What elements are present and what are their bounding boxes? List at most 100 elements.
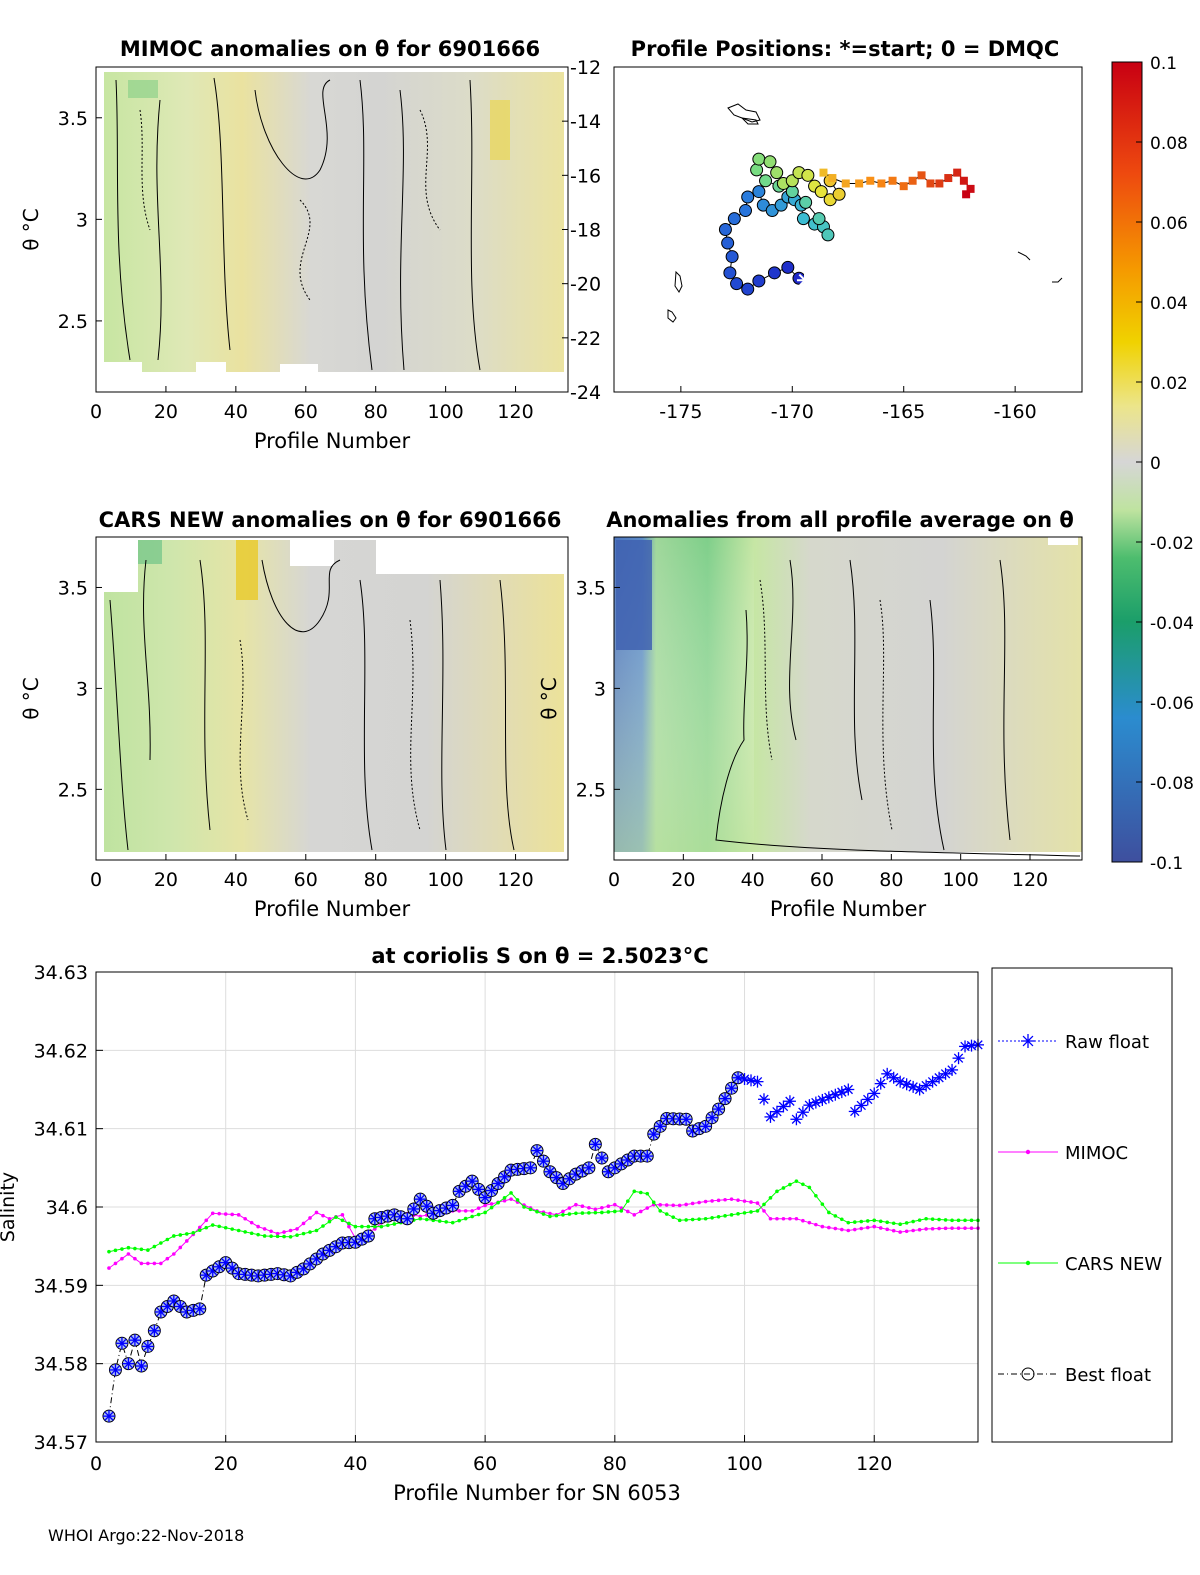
panel-profile-positions: Profile Positions: *=start; 0 = DMQC bbox=[613, 37, 1083, 393]
raw-float-marker bbox=[720, 1093, 730, 1104]
profile-marker bbox=[953, 168, 962, 177]
series-point bbox=[865, 1219, 870, 1223]
series-point bbox=[587, 1211, 591, 1215]
x-axis-label: Profile Number bbox=[770, 897, 927, 921]
series-point bbox=[703, 1199, 708, 1204]
island-outline bbox=[1052, 277, 1063, 283]
series-point bbox=[165, 1237, 170, 1242]
raw-float-marker bbox=[707, 1112, 717, 1123]
contour-solid bbox=[499, 579, 515, 851]
series-point bbox=[340, 1218, 345, 1223]
legend-label: Raw float bbox=[1065, 1032, 1149, 1053]
series-point bbox=[697, 1217, 701, 1221]
series-point bbox=[677, 1203, 682, 1208]
series-point bbox=[723, 1214, 727, 1218]
raw-float-marker bbox=[681, 1114, 691, 1124]
contour-lines bbox=[115, 77, 481, 371]
series-point bbox=[651, 1200, 656, 1205]
series-point bbox=[528, 1207, 533, 1212]
contour-solid bbox=[439, 579, 447, 851]
x-tick-label: 0 bbox=[90, 401, 102, 423]
y-tick-label: 34.63 bbox=[34, 962, 88, 984]
series-point bbox=[256, 1224, 260, 1229]
axes-labels: 0 20 40 60 80 100 120 3.5 3 2.5 Profile Number θ °C… bbox=[19, 57, 1048, 921]
series-point bbox=[139, 1247, 144, 1252]
series-point bbox=[736, 1212, 740, 1216]
series-point bbox=[613, 1202, 617, 1207]
axes-box bbox=[613, 66, 1083, 393]
contour-solid bbox=[143, 559, 151, 761]
x-tick-label: 100 bbox=[427, 869, 463, 891]
x-axis-label: Profile Number bbox=[254, 429, 411, 453]
x-tick-label: -175 bbox=[659, 401, 702, 423]
heatmap-white-gap bbox=[104, 362, 142, 392]
series-point bbox=[911, 1228, 915, 1233]
series-point bbox=[230, 1227, 234, 1231]
y-tick-label: 3.5 bbox=[58, 577, 88, 599]
series-point bbox=[314, 1210, 319, 1215]
series-point bbox=[197, 1228, 202, 1233]
series-point bbox=[729, 1197, 734, 1201]
series-point bbox=[126, 1252, 131, 1256]
series-point bbox=[632, 1189, 637, 1194]
series-point bbox=[476, 1206, 481, 1210]
profile-marker-dmqc bbox=[799, 195, 813, 209]
series-point bbox=[593, 1210, 598, 1215]
raw-float-marker bbox=[532, 1145, 542, 1156]
series-point bbox=[470, 1209, 474, 1213]
y-axis-label: θ °C bbox=[19, 677, 43, 720]
series-point bbox=[373, 1224, 377, 1229]
series-point bbox=[321, 1224, 325, 1228]
series-point bbox=[282, 1230, 286, 1234]
series-point bbox=[301, 1221, 306, 1226]
series-point bbox=[865, 1225, 870, 1230]
series-point bbox=[386, 1223, 390, 1228]
heatmap-field bbox=[104, 72, 564, 372]
series-point bbox=[742, 1199, 747, 1203]
raw-float-marker bbox=[104, 1411, 114, 1421]
series-point bbox=[768, 1196, 773, 1200]
series-point bbox=[716, 1198, 721, 1203]
x-tick-label: 100 bbox=[427, 401, 463, 423]
x-tick-label: 80 bbox=[603, 1453, 627, 1475]
raw-float-marker bbox=[713, 1104, 724, 1114]
series-point bbox=[943, 1226, 948, 1231]
series-point bbox=[223, 1212, 228, 1216]
map-track bbox=[718, 152, 975, 296]
series-point bbox=[943, 1218, 948, 1222]
profile-marker-dmqc bbox=[750, 163, 764, 177]
series-point bbox=[755, 1209, 760, 1213]
series-point bbox=[625, 1199, 630, 1203]
series-point bbox=[794, 1179, 799, 1183]
series-point bbox=[781, 1216, 786, 1221]
heatmap-blue-band bbox=[616, 540, 652, 650]
series-point bbox=[424, 1217, 429, 1222]
raw-float-marker bbox=[422, 1201, 432, 1211]
raw-float-marker bbox=[149, 1326, 160, 1336]
panel-mimoc-title: MIMOC anomalies on θ for 6901666 bbox=[120, 37, 540, 61]
panel-mimoc-heatmap: MIMOC anomalies on θ for 6901666 bbox=[95, 37, 569, 393]
colorbar-tick-label: -0.04 bbox=[1150, 614, 1194, 634]
series-point bbox=[288, 1234, 293, 1239]
panel-average-anomaly: Anomalies from all profile average on θ bbox=[606, 508, 1083, 861]
series-point bbox=[126, 1245, 131, 1250]
series-point bbox=[489, 1202, 494, 1206]
series-point bbox=[891, 1228, 896, 1233]
series-point bbox=[172, 1234, 176, 1238]
colorbar-fill bbox=[1111, 61, 1143, 863]
series-point bbox=[801, 1218, 805, 1223]
series-point bbox=[204, 1225, 209, 1230]
series-point bbox=[548, 1211, 552, 1216]
series-point bbox=[587, 1205, 591, 1210]
raw-float-marker bbox=[545, 1167, 555, 1177]
y-tick-label: 2.5 bbox=[58, 779, 88, 801]
series-point bbox=[152, 1244, 157, 1249]
profile-marker-dmqc bbox=[801, 168, 815, 182]
y-tick-label: 2.5 bbox=[58, 311, 88, 333]
y-tick-label: 3 bbox=[76, 678, 88, 700]
contour-solid bbox=[715, 609, 1081, 857]
x-tick-label: 40 bbox=[343, 1453, 367, 1475]
series-point bbox=[781, 1186, 786, 1190]
series-point bbox=[282, 1234, 286, 1239]
